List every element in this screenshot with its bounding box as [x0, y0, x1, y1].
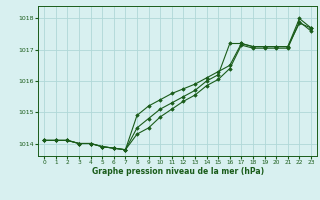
X-axis label: Graphe pression niveau de la mer (hPa): Graphe pression niveau de la mer (hPa) — [92, 167, 264, 176]
